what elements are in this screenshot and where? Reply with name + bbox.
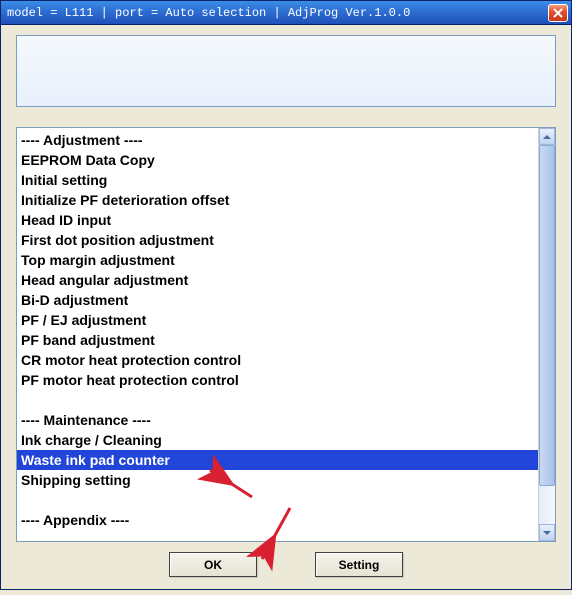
listbox[interactable]: ---- Adjustment ----EEPROM Data CopyInit… bbox=[17, 128, 538, 541]
chevron-down-icon bbox=[543, 530, 551, 536]
list-item[interactable]: First dot position adjustment bbox=[17, 230, 538, 250]
list-item[interactable]: Initialize PF deterioration offset bbox=[17, 190, 538, 210]
list-item[interactable]: CR motor heat protection control bbox=[17, 350, 538, 370]
scroll-track[interactable] bbox=[539, 145, 555, 524]
list-item[interactable]: Bi-D adjustment bbox=[17, 290, 538, 310]
close-icon bbox=[553, 8, 563, 18]
button-row: OK Setting bbox=[16, 542, 556, 577]
listbox-container: ---- Adjustment ----EEPROM Data CopyInit… bbox=[16, 127, 556, 542]
list-item[interactable] bbox=[17, 490, 538, 510]
scroll-up-button[interactable] bbox=[539, 128, 555, 145]
list-item[interactable]: Head angular adjustment bbox=[17, 270, 538, 290]
list-item[interactable]: PF / EJ adjustment bbox=[17, 310, 538, 330]
list-item[interactable]: PF motor heat protection control bbox=[17, 370, 538, 390]
scroll-down-button[interactable] bbox=[539, 524, 555, 541]
close-button[interactable] bbox=[548, 4, 568, 22]
titlebar-text: model = L111 | port = Auto selection | A… bbox=[7, 6, 548, 20]
scrollbar bbox=[538, 128, 555, 541]
list-item[interactable]: EEPROM Data Copy bbox=[17, 150, 538, 170]
list-item[interactable]: Ink charge / Cleaning bbox=[17, 430, 538, 450]
list-item[interactable]: Initial setting bbox=[17, 170, 538, 190]
app-window: model = L111 | port = Auto selection | A… bbox=[0, 0, 572, 590]
list-item[interactable]: ---- Adjustment ---- bbox=[17, 130, 538, 150]
info-panel bbox=[16, 35, 556, 107]
list-item[interactable]: Top margin adjustment bbox=[17, 250, 538, 270]
list-item[interactable]: Head ID input bbox=[17, 210, 538, 230]
titlebar: model = L111 | port = Auto selection | A… bbox=[1, 1, 571, 25]
setting-button[interactable]: Setting bbox=[315, 552, 403, 577]
list-item[interactable]: ---- Maintenance ---- bbox=[17, 410, 538, 430]
list-item[interactable]: Shipping setting bbox=[17, 470, 538, 490]
scroll-thumb[interactable] bbox=[539, 145, 555, 486]
list-item[interactable] bbox=[17, 390, 538, 410]
list-item[interactable]: Waste ink pad counter bbox=[17, 450, 538, 470]
list-item[interactable]: PF band adjustment bbox=[17, 330, 538, 350]
content-area: ---- Adjustment ----EEPROM Data CopyInit… bbox=[1, 25, 571, 589]
chevron-up-icon bbox=[543, 134, 551, 140]
ok-button[interactable]: OK bbox=[169, 552, 257, 577]
list-item[interactable]: ---- Appendix ---- bbox=[17, 510, 538, 530]
